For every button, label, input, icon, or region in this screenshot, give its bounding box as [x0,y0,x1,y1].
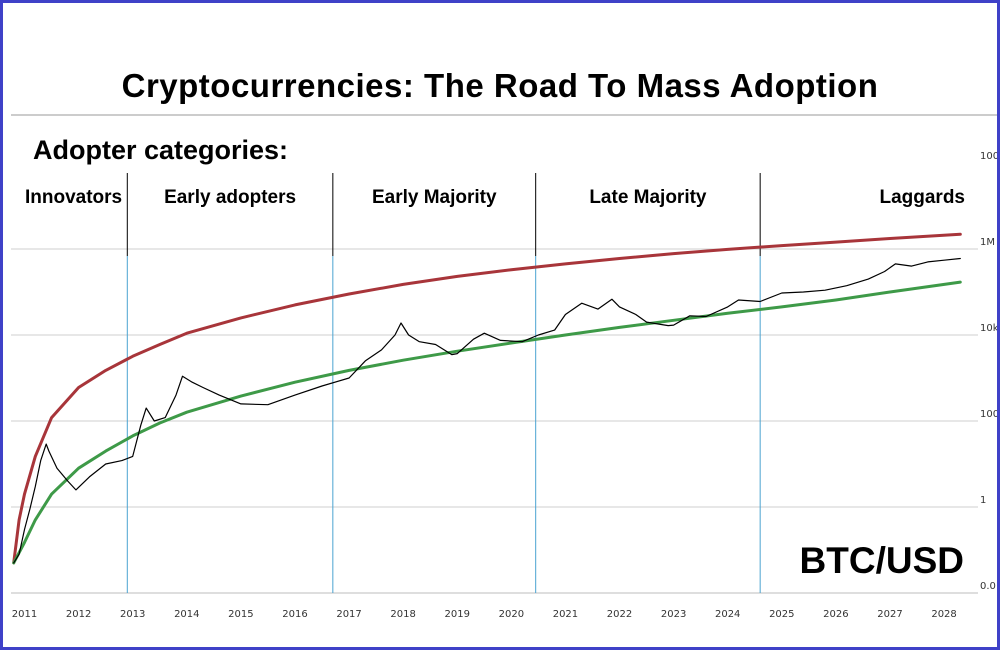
x-tick-label: 2026 [823,609,848,620]
chart: Cryptocurrencies: The Road To Mass Adopt… [3,3,997,647]
x-tick-label: 2018 [390,609,415,620]
x-tick-label: 2022 [607,609,632,620]
x-tick-label: 2016 [282,609,307,620]
x-tick-label: 2012 [66,609,91,620]
y-tick-label: 10k [980,323,997,334]
x-tick-label: 2014 [174,609,199,620]
x-tick-label: 2011 [12,609,37,620]
chart-title: Cryptocurrencies: The Road To Mass Adopt… [122,67,879,104]
x-tick-label: 2021 [553,609,578,620]
lower-band-line [12,280,962,565]
phase-label: Late Majority [589,187,707,208]
series-lines [12,232,962,565]
phase-label: Early adopters [164,187,296,208]
price-line [13,257,961,564]
phase-label: Innovators [25,187,122,208]
gridlines [11,248,978,594]
phase-label: Early Majority [372,187,497,208]
x-tick-label: 2024 [715,609,740,620]
phase-dividers [126,173,761,593]
y-tick-label: 100 [980,409,997,420]
y-tick-label: 100M [980,151,997,162]
chart-background [3,3,997,647]
x-tick-label: 2023 [661,609,686,620]
chart-subtitle: Adopter categories: [33,135,288,165]
y-tick-label: 1 [980,495,986,506]
pair-label: BTC/USD [800,540,964,581]
x-tick-label: 2017 [336,609,361,620]
x-tick-label: 2025 [769,609,794,620]
x-tick-label: 2027 [877,609,902,620]
x-tick-label: 2020 [499,609,524,620]
x-tick-label: 2015 [228,609,253,620]
y-tick-label: 1M [980,237,995,248]
y-axis-ticks: 0.01 1 100 10k 1M 100M [980,151,997,592]
phase-labels: Innovators Early adopters Early Majority La… [25,187,965,208]
x-tick-label: 2019 [445,609,470,620]
phase-label: Laggards [879,187,965,208]
x-tick-label: 2028 [931,609,956,620]
x-axis-ticks: 2011 2012 2013 2014 2015 2016 2017 2018 2019 2020… [12,609,957,620]
upper-band-line [12,232,962,565]
y-tick-label: 0.01 [980,581,997,592]
x-tick-label: 2013 [120,609,145,620]
